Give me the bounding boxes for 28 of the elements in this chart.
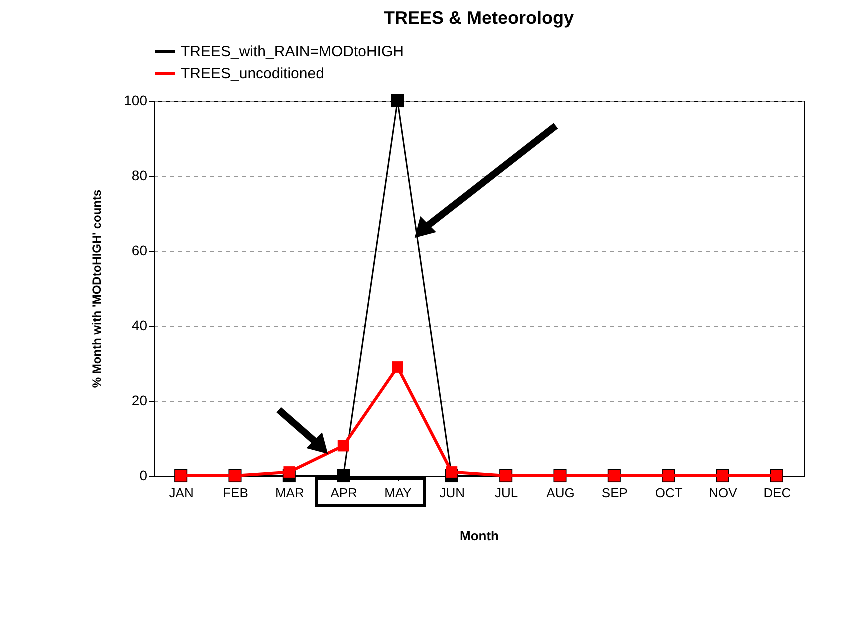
x-tick-label: MAR — [275, 486, 304, 500]
point — [284, 466, 296, 478]
x-tick-label: NOV — [709, 486, 738, 500]
x-tick-label: AUG — [546, 486, 575, 500]
y-axis-title: % Month with 'MODtoHIGH' counts — [90, 190, 104, 388]
legend-label: TREES_with_RAIN=MODtoHIGH — [181, 44, 404, 60]
chart-title: TREES & Meteorology — [384, 8, 574, 28]
point — [338, 440, 350, 452]
y-tick-label: 100 — [124, 92, 148, 108]
x-axis-title: Month — [460, 528, 500, 544]
x-tick-label: DEC — [764, 486, 792, 500]
point — [391, 94, 404, 108]
x-tick-label: SEP — [602, 486, 628, 500]
legend-label: TREES_uncoditioned — [181, 66, 324, 82]
y-tick-label: 0 — [140, 468, 148, 484]
point — [392, 362, 404, 373]
y-tick-label: 60 — [132, 242, 148, 258]
x-tick-label: APR — [330, 486, 358, 500]
x-tick-label: JUN — [440, 486, 466, 500]
x-tick-label: OCT — [655, 486, 683, 500]
point — [446, 466, 458, 478]
y-tick-label: 40 — [132, 318, 148, 334]
x-tick-label: JUL — [495, 486, 518, 500]
x-tick-label: MAY — [384, 486, 412, 500]
x-tick-label: JAN — [169, 486, 194, 500]
y-tick-label: 80 — [132, 168, 148, 184]
x-tick-label: FEB — [223, 486, 248, 500]
y-tick-label: 20 — [132, 392, 148, 408]
